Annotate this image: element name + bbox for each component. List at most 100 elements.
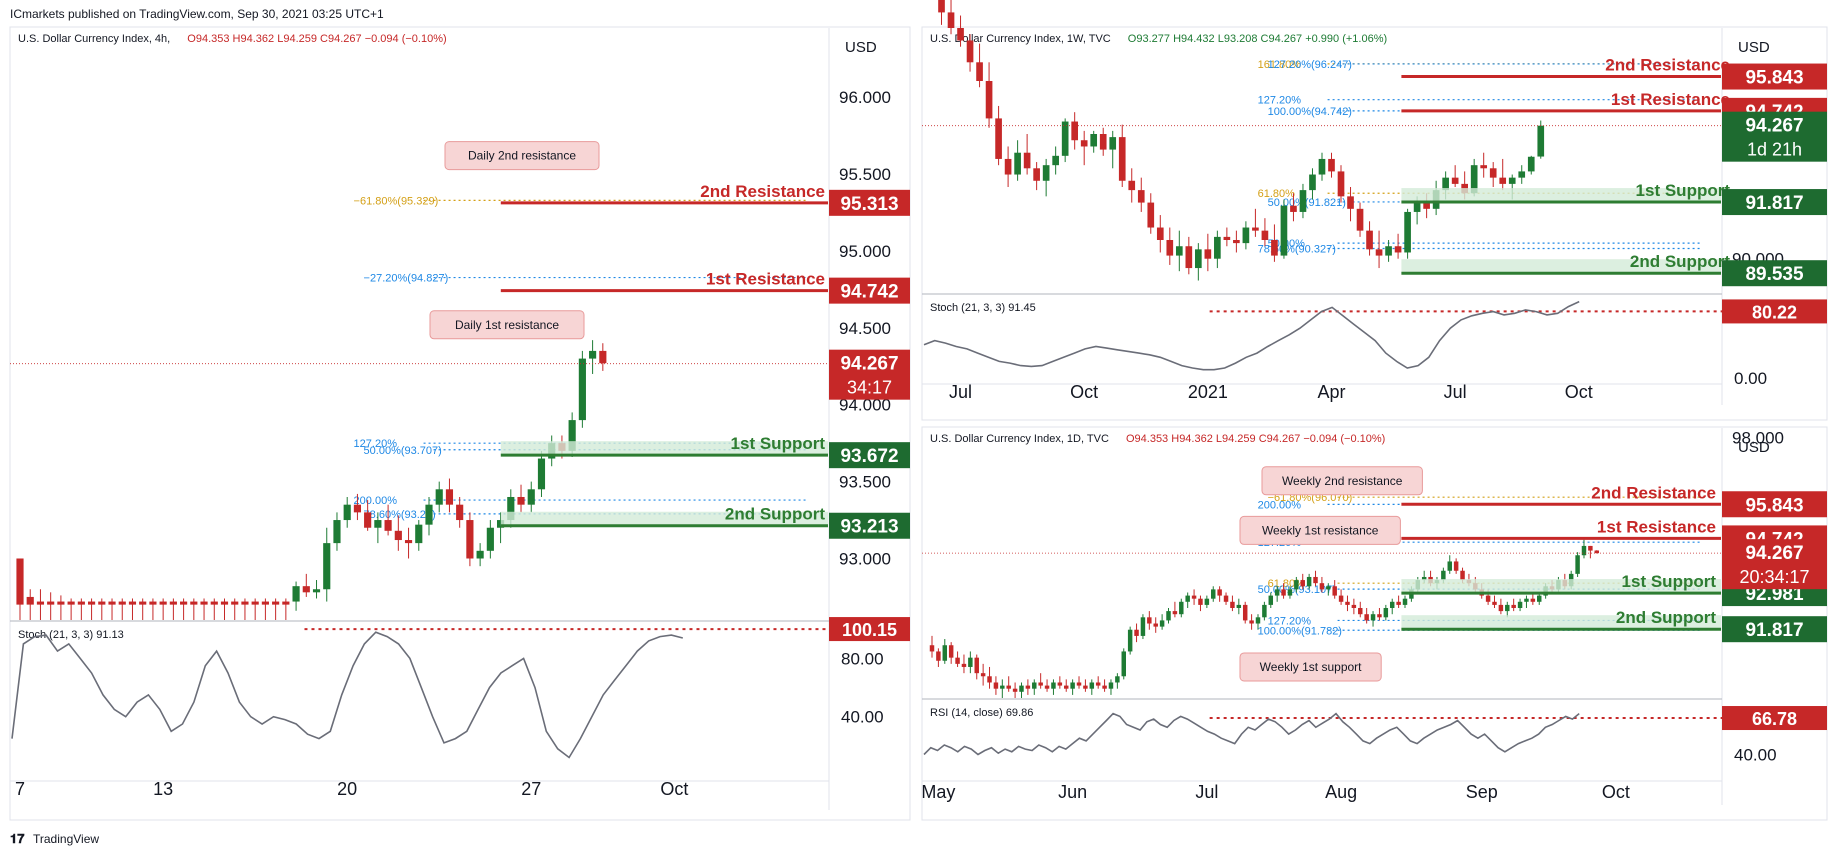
candle-body[interactable] — [1274, 589, 1280, 596]
candle-body[interactable] — [1195, 249, 1202, 269]
candle-body[interactable] — [47, 601, 55, 605]
candle-body[interactable] — [1191, 595, 1197, 599]
candle-body[interactable] — [220, 601, 229, 605]
candle-body[interactable] — [537, 458, 546, 490]
candle-body[interactable] — [1299, 190, 1307, 212]
candle-body[interactable] — [1453, 561, 1459, 571]
candle-body[interactable] — [1033, 168, 1040, 181]
candle-body[interactable] — [1530, 598, 1536, 602]
candle-body[interactable] — [942, 645, 948, 661]
candle-body[interactable] — [1032, 682, 1037, 689]
candle-body[interactable] — [1211, 589, 1216, 599]
candle-body[interactable] — [272, 601, 280, 605]
candle-body[interactable] — [1306, 576, 1312, 587]
candle-body[interactable] — [1019, 685, 1024, 692]
candle-body[interactable] — [1287, 589, 1293, 596]
candle-body[interactable] — [1236, 604, 1242, 608]
candle-body[interactable] — [1480, 165, 1488, 169]
candle-body[interactable] — [1489, 168, 1497, 178]
candle-body[interactable] — [1006, 685, 1011, 689]
candle-body[interactable] — [1255, 617, 1261, 624]
candle-body[interactable] — [1385, 246, 1392, 256]
candle-body[interactable] — [1396, 601, 1401, 605]
candle-body[interactable] — [1402, 598, 1408, 605]
candle-body[interactable] — [1175, 246, 1183, 256]
candle-body[interactable] — [1505, 604, 1510, 612]
candle-body[interactable] — [1108, 682, 1114, 689]
candle-body[interactable] — [1166, 611, 1171, 621]
candle-body[interactable] — [118, 601, 126, 605]
candle-body[interactable] — [993, 682, 999, 689]
candle-body[interactable] — [1389, 601, 1395, 608]
candle-body[interactable] — [1441, 570, 1446, 581]
candle-body[interactable] — [1147, 202, 1155, 228]
candle-body[interactable] — [1518, 171, 1526, 178]
candle-body[interactable] — [995, 118, 1002, 159]
candle-body[interactable] — [1223, 236, 1231, 240]
candle-body[interactable] — [1300, 580, 1305, 587]
candle-body[interactable] — [1140, 617, 1146, 636]
candle-body[interactable] — [1460, 570, 1465, 581]
candle-body[interactable] — [1242, 604, 1248, 621]
candle-body[interactable] — [966, 40, 974, 63]
candle-body[interactable] — [936, 651, 941, 661]
candle-body[interactable] — [456, 504, 464, 521]
candle-body[interactable] — [16, 558, 24, 605]
candle-body[interactable] — [394, 530, 402, 541]
candle-body[interactable] — [415, 524, 423, 544]
candle-body[interactable] — [1242, 227, 1250, 244]
candle-body[interactable] — [425, 504, 433, 525]
candle-body[interactable] — [1404, 211, 1411, 253]
candle-body[interactable] — [1127, 629, 1133, 652]
candle-body[interactable] — [445, 489, 454, 505]
candle-body[interactable] — [128, 601, 137, 605]
candle-body[interactable] — [1115, 676, 1120, 683]
candle-body[interactable] — [149, 601, 157, 605]
candle-body[interactable] — [1498, 604, 1504, 612]
candle-body[interactable] — [292, 586, 300, 602]
candle-body[interactable] — [1517, 601, 1523, 608]
panel-1w[interactable]: U.S. Dollar Currency Index, 1W, TVC O93.… — [922, 0, 1827, 405]
candle-body[interactable] — [1109, 137, 1117, 150]
candle-body[interactable] — [1000, 685, 1005, 689]
candle-body[interactable] — [26, 596, 34, 605]
candle-body[interactable] — [980, 673, 986, 677]
candle-body[interactable] — [1080, 140, 1088, 147]
candle-body[interactable] — [1594, 550, 1600, 554]
candle-body[interactable] — [36, 601, 45, 605]
candle-body[interactable] — [1326, 586, 1331, 590]
annotation-callout[interactable] — [1239, 652, 1382, 682]
candle-body[interactable] — [1061, 121, 1069, 156]
annotation-callout[interactable] — [444, 141, 600, 171]
candle-body[interactable] — [1394, 246, 1402, 253]
candle-body[interactable] — [1095, 682, 1101, 686]
candle-body[interactable] — [1014, 152, 1021, 175]
candle-body[interactable] — [1262, 604, 1267, 618]
annotation-callout[interactable] — [1239, 515, 1401, 545]
candle-body[interactable] — [353, 504, 362, 513]
candle-body[interactable] — [1527, 156, 1535, 172]
candle-body[interactable] — [1537, 125, 1545, 157]
candle-body[interactable] — [578, 358, 586, 421]
candle-body[interactable] — [1524, 598, 1529, 602]
candle-body[interactable] — [1121, 651, 1126, 677]
panel-1d[interactable]: U.S. Dollar Currency Index, 1D, TVC O94.… — [921, 428, 1827, 805]
candle-body[interactable] — [589, 350, 597, 359]
candle-body[interactable] — [1290, 205, 1297, 212]
candle-body[interactable] — [1076, 682, 1082, 686]
candle-body[interactable] — [1511, 604, 1516, 608]
candle-body[interactable] — [1338, 595, 1344, 602]
candle-body[interactable] — [1470, 165, 1478, 194]
candle-body[interactable] — [231, 601, 239, 605]
candle-body[interactable] — [947, 12, 955, 28]
candle-body[interactable] — [1159, 620, 1165, 627]
candle-body[interactable] — [974, 657, 979, 674]
candle-body[interactable] — [1423, 202, 1430, 209]
candle-body[interactable] — [1134, 629, 1139, 636]
candle-body[interactable] — [1057, 682, 1063, 686]
candle-body[interactable] — [507, 496, 515, 521]
candle-body[interactable] — [1377, 614, 1382, 618]
candle-body[interactable] — [1347, 196, 1354, 209]
candle-body[interactable] — [1102, 685, 1107, 689]
candle-body[interactable] — [1375, 249, 1383, 256]
